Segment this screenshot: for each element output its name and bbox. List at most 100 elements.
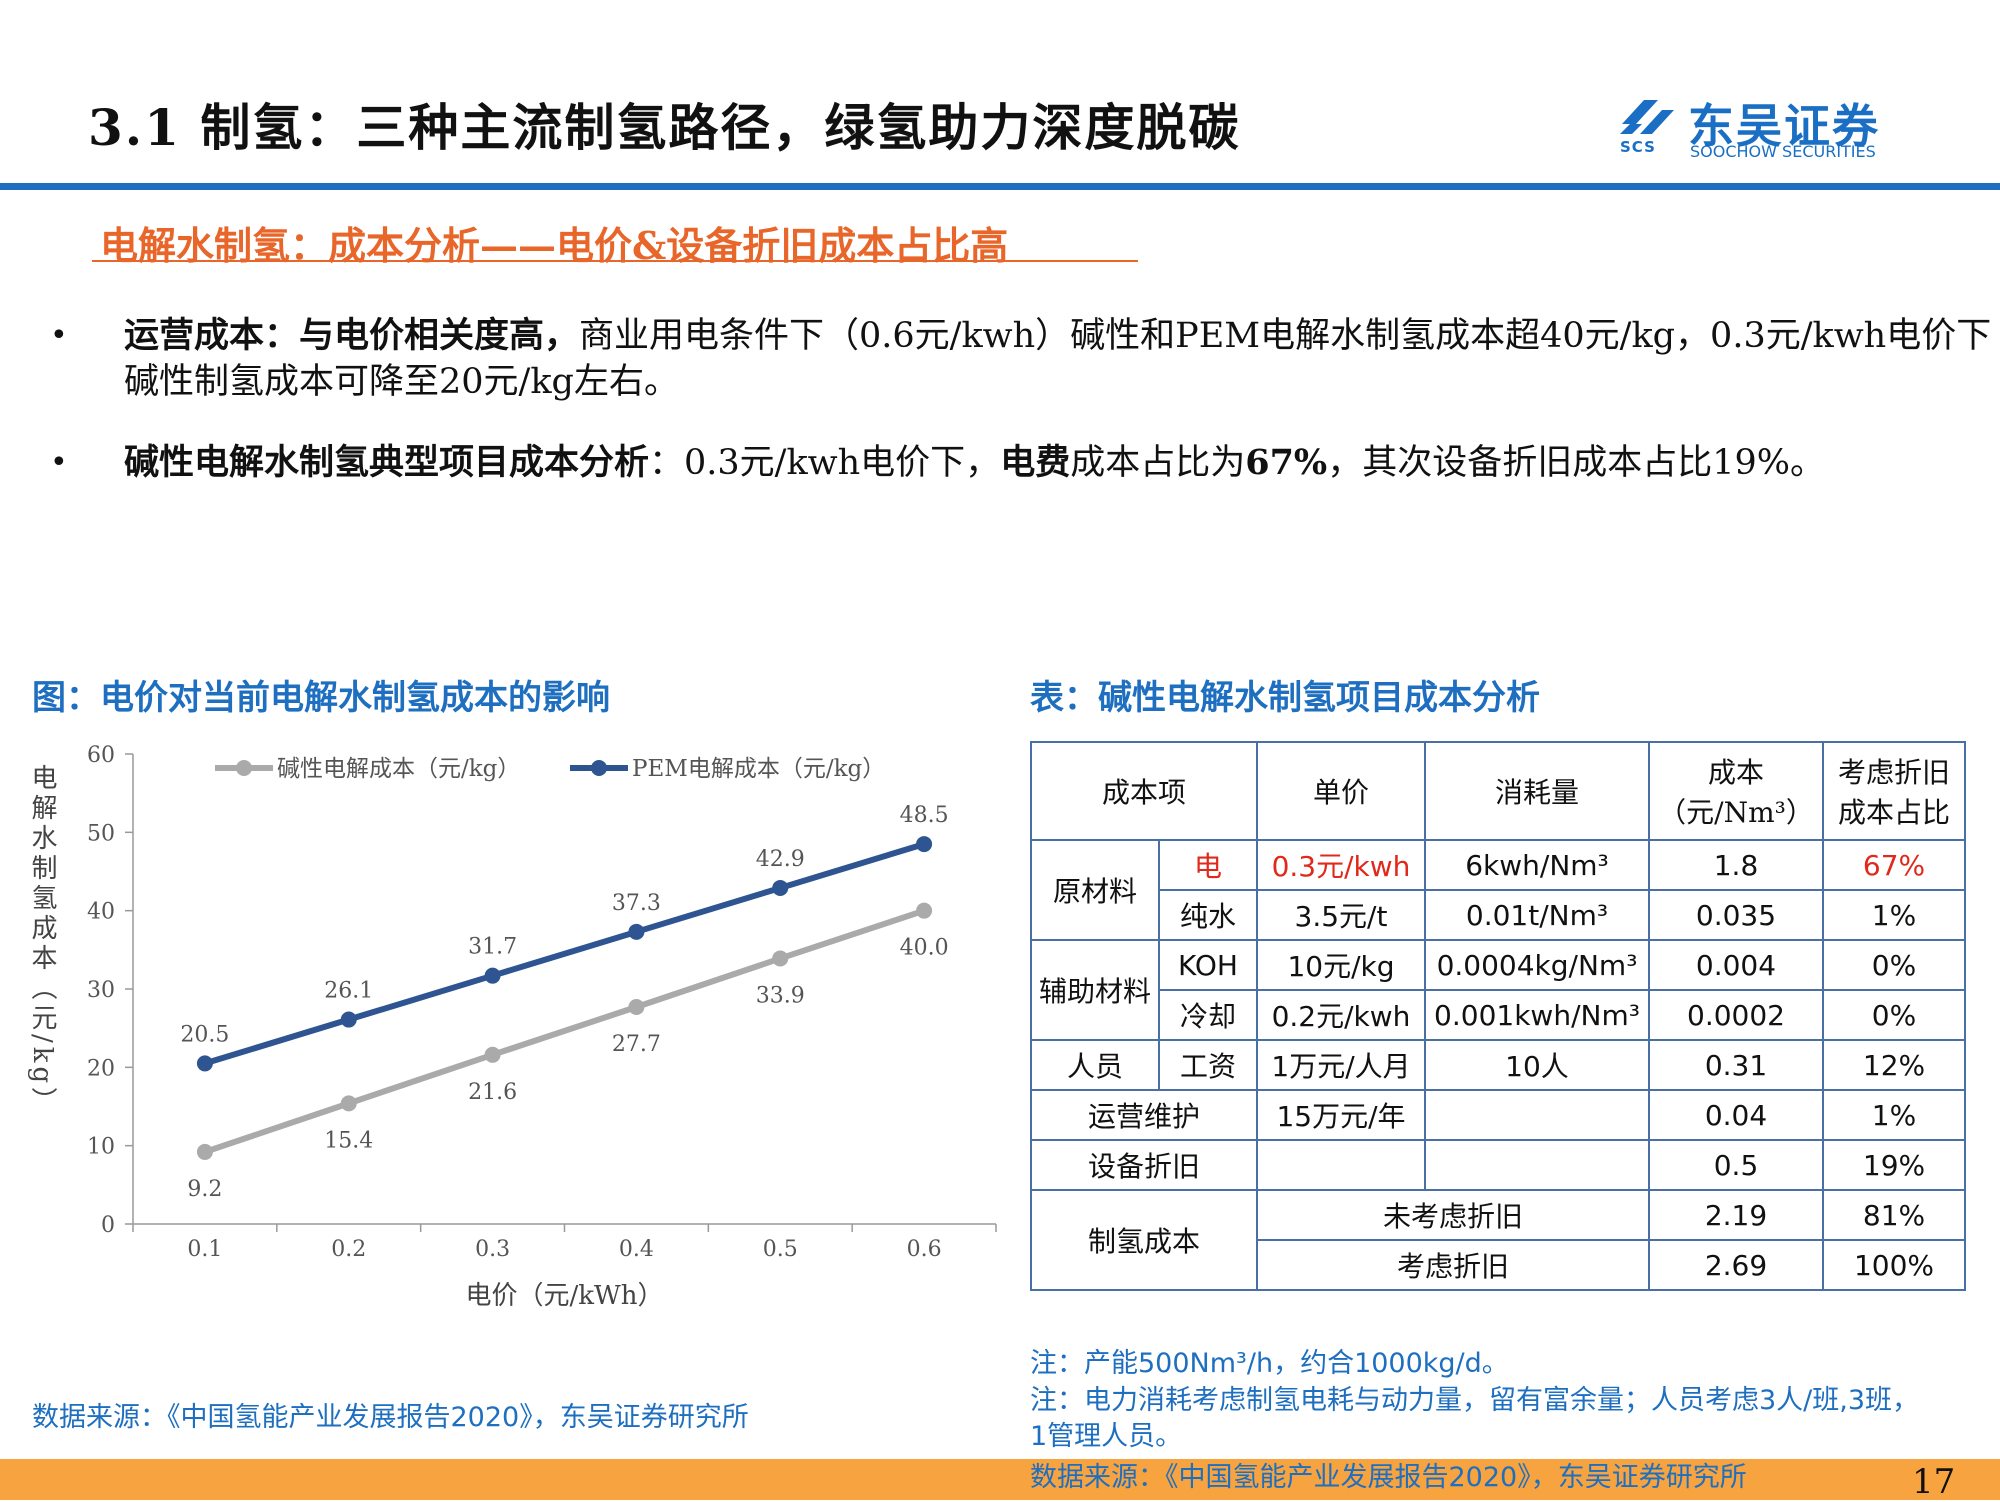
legend-swatch-dot	[591, 760, 607, 776]
bullet-body-b: 成本占比为	[1070, 443, 1246, 483]
soochow-logo-icon	[1620, 100, 1674, 134]
row-share: 0%	[1822, 989, 1966, 1041]
data-label: 26.1	[324, 979, 373, 1004]
row-price: 1万元/人月	[1256, 1039, 1426, 1091]
x-axis-title: 电价（元/kWh）	[466, 1281, 664, 1311]
header-unit-price: 单价	[1256, 741, 1426, 841]
data-label: 20.5	[180, 1022, 229, 1047]
row-price: 3.5元/t	[1256, 889, 1426, 941]
row-price: 15万元/年	[1256, 1089, 1426, 1141]
line-chart-svg: 0 10 20 30 40 50 60 0.1 0.2 0.3 0.4 0.5 0.6 电价（元/kWh）…	[27, 743, 997, 1311]
row-usage: 6kwh/Nm³	[1424, 839, 1650, 891]
row-price: 10元/kg	[1256, 939, 1426, 991]
row-item: 未考虑折旧	[1256, 1189, 1650, 1241]
y-axis-title: 电解水制氢成本（元/kg）	[27, 764, 57, 1117]
row-item: 考虑折旧	[1256, 1239, 1650, 1291]
row-item: KOH	[1158, 939, 1258, 991]
data-label: 33.9	[756, 983, 805, 1008]
header-share-line2: 成本占比	[1837, 796, 1950, 829]
footer-bar	[0, 1459, 2000, 1500]
y-tick-label: 20	[87, 1056, 115, 1081]
subtitle-underline	[92, 260, 1138, 262]
row-price: 0.3元/kwh	[1256, 839, 1426, 891]
bullet-bold: 碱性电解水制氢典型项目成本分析	[124, 442, 650, 483]
data-label: 48.5	[900, 803, 949, 828]
header-cost-line2: （元/Nm³）	[1658, 796, 1814, 829]
row-share: 81%	[1822, 1189, 1966, 1241]
legend-label: 碱性电解成本（元/kg）	[277, 756, 520, 782]
chart-section-title: 图：电价对当前电解水制氢成本的影响	[32, 678, 610, 718]
row-share: 0%	[1822, 939, 1966, 991]
series-line	[203, 907, 926, 1155]
bullet-dot: •	[50, 318, 68, 353]
row-usage	[1424, 1089, 1650, 1141]
header-consumption: 消耗量	[1424, 741, 1650, 841]
bullet-text: 运营成本：与电价相关度高，商业用电条件下（0.6元/kwh）碱性和PEM电解水制…	[124, 313, 2000, 405]
x-tick-label: 0.1	[187, 1237, 222, 1262]
cost-analysis-table: 成本项 单价 消耗量 成本 （元/Nm³） 考虑折旧 成本占比 原材料 电 0.3元…	[1030, 741, 1966, 1291]
data-label: 15.4	[324, 1128, 373, 1153]
x-tick-label: 0.2	[331, 1237, 366, 1262]
row-share: 19%	[1822, 1139, 1966, 1191]
bullet-bold-b: 电费	[1000, 442, 1071, 483]
table-section-title: 表：碱性电解水制氢项目成本分析	[1030, 678, 1540, 718]
table-row: 运营维护 15万元/年 0.04 1%	[1030, 1089, 1966, 1141]
row-cost: 0.004	[1648, 939, 1824, 991]
table-note-capacity: 注：产能500Nm³/h，约合1000kg/d。	[1030, 1348, 1509, 1379]
data-point	[916, 836, 933, 853]
row-item: 设备折旧	[1030, 1139, 1258, 1191]
data-point	[628, 923, 645, 940]
series-line	[204, 841, 925, 1067]
data-point	[916, 902, 933, 919]
data-label: 42.9	[756, 847, 805, 872]
group-hydrogen-cost: 制氢成本	[1030, 1189, 1258, 1291]
page-title: 3.1 制氢：三种主流制氢路径，绿氢助力深度脱碳	[88, 98, 1241, 157]
row-item: 冷却	[1158, 989, 1258, 1041]
y-tick-label: 60	[87, 743, 115, 768]
row-cost: 1.8	[1648, 839, 1824, 891]
row-share: 100%	[1822, 1239, 1966, 1291]
y-tick-label: 10	[87, 1135, 115, 1160]
row-item: 电	[1158, 839, 1258, 891]
row-usage: 0.0004kg/Nm³	[1424, 939, 1650, 991]
table-row: 纯水 3.5元/t 0.01t/Nm³ 0.035 1%	[1031, 889, 1966, 941]
data-point	[484, 967, 501, 984]
company-logo: SCS 东吴证券 SOOCHOW SECURITIES	[1618, 92, 1898, 162]
group-staff: 人员	[1030, 1039, 1160, 1091]
data-label: 37.3	[612, 891, 661, 916]
y-tick-label: 0	[101, 1213, 115, 1238]
y-tick-label: 40	[87, 900, 115, 925]
legend-label: PEM电解成本（元/kg）	[632, 756, 885, 782]
group-aux-materials: 辅助材料	[1030, 939, 1160, 1041]
x-tick-label: 0.4	[619, 1237, 654, 1262]
row-share: 67%	[1822, 839, 1966, 891]
row-cost: 2.19	[1648, 1189, 1824, 1241]
table-row: 人员 工资 1万元/人月 10人 0.31 12%	[1030, 1039, 1966, 1091]
data-point	[772, 879, 789, 896]
bullet-body: 商业用电条件下（0.6元/kwh）碱性和PEM电解水制氢成本超40元/kg，0.…	[124, 316, 1992, 402]
row-usage: 0.001kwh/Nm³	[1424, 989, 1650, 1041]
legend-swatch-dot	[236, 760, 252, 776]
data-point	[196, 1055, 213, 1072]
header-cost: 成本 （元/Nm³）	[1648, 741, 1824, 841]
row-cost: 0.0002	[1648, 989, 1824, 1041]
cost-vs-price-chart: 0 10 20 30 40 50 60 0.1 0.2 0.3 0.4 0.5 0.6 电价（元/kWh）…	[20, 730, 1010, 1330]
table-row: 设备折旧 0.5 19%	[1030, 1139, 1966, 1191]
logo-mark-text: SCS	[1620, 138, 1656, 156]
x-tick-label: 0.3	[475, 1237, 510, 1262]
row-cost: 0.04	[1648, 1089, 1824, 1141]
data-label: 21.6	[468, 1080, 517, 1105]
table-header-row: 成本项 单价 消耗量 成本 （元/Nm³） 考虑折旧 成本占比	[1030, 741, 1966, 841]
data-point	[340, 1011, 357, 1028]
row-share: 12%	[1822, 1039, 1966, 1091]
row-cost: 0.035	[1648, 889, 1824, 941]
table-row: 冷却 0.2元/kwh 0.001kwh/Nm³ 0.0002 0%	[1031, 989, 1966, 1041]
table-note-assumptions: 注：电力消耗考虑制氢电耗与动力量，留有富余量；人员考虑3人/班,3班，1管理人员…	[1030, 1385, 1920, 1452]
page-number: 17	[1912, 1462, 1956, 1502]
row-item: 工资	[1158, 1039, 1258, 1091]
footer-source: 数据来源：《中国氢能产业发展报告2020》，东吴证券研究所	[1030, 1462, 1747, 1493]
table-row: 原材料 电 0.3元/kwh 6kwh/Nm³ 1.8 67%	[1030, 839, 1966, 941]
header-rule	[0, 183, 2000, 190]
bullet-body-c: ，其次设备折旧成本占比19%。	[1327, 443, 1825, 483]
row-item: 纯水	[1158, 889, 1258, 941]
